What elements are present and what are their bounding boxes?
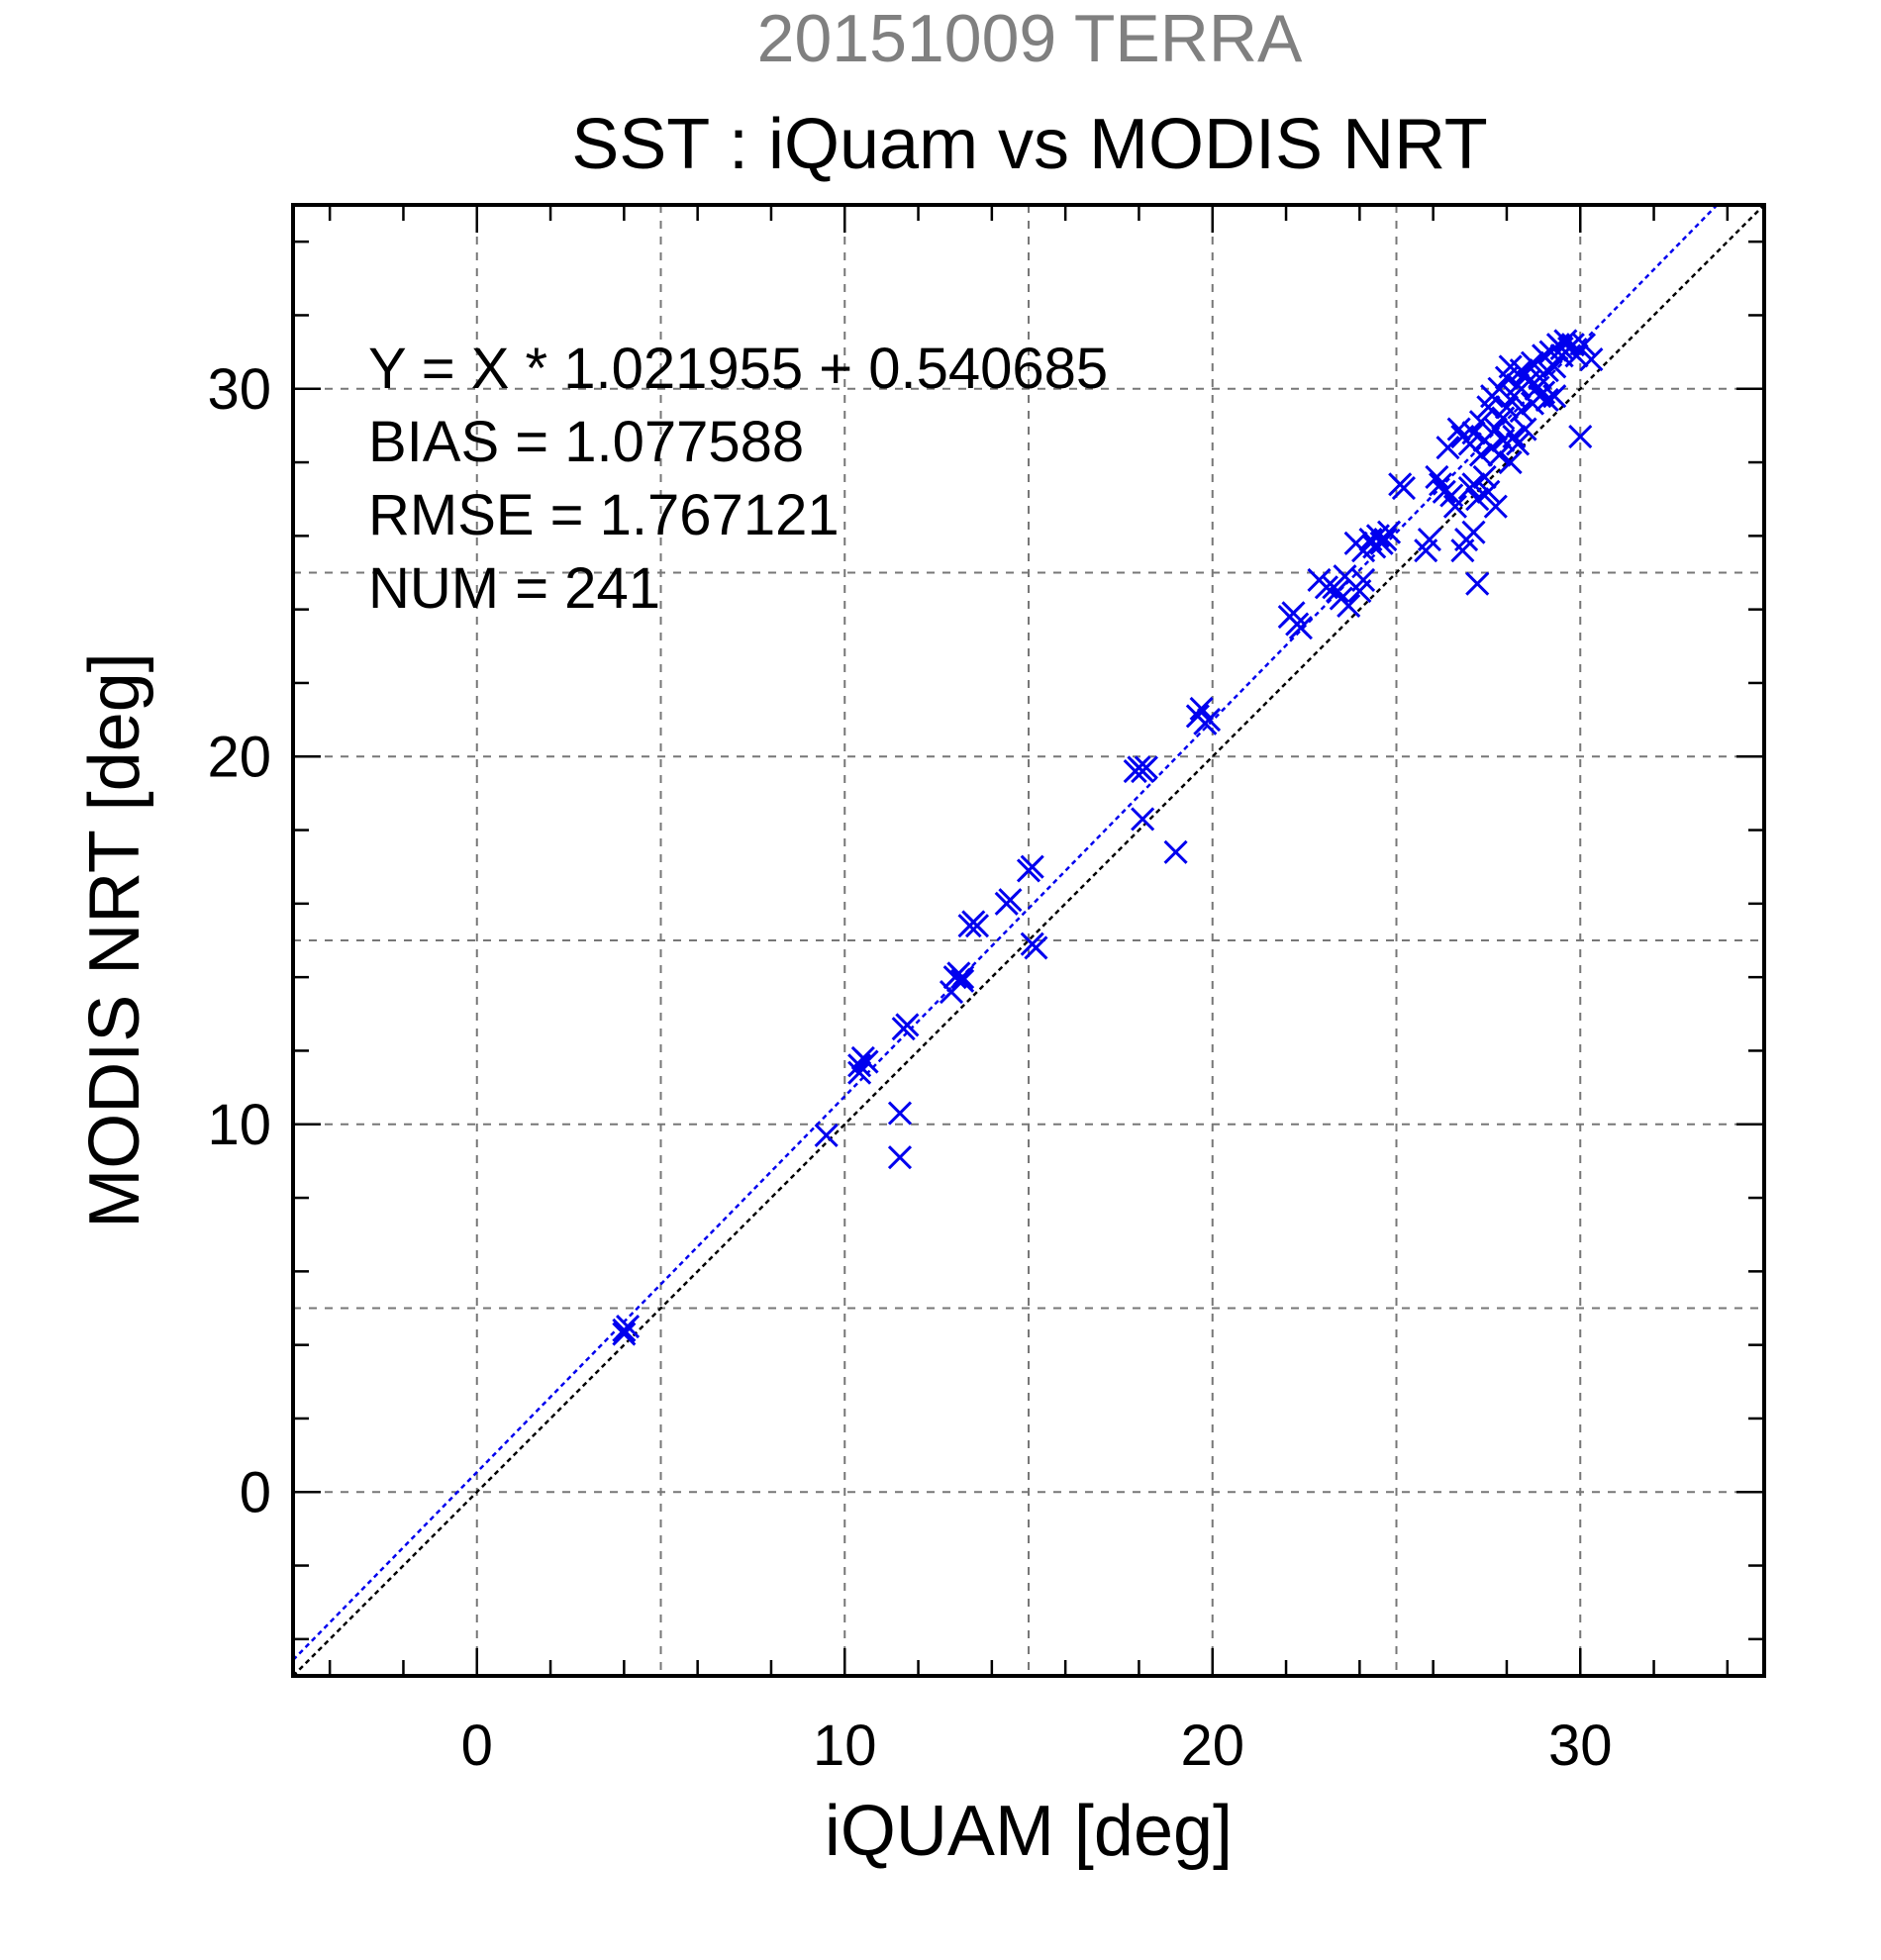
- data-point: [1509, 398, 1534, 424]
- data-point: [887, 1145, 913, 1170]
- data-point: [1468, 410, 1494, 435]
- data-point: [1442, 494, 1468, 519]
- data-point: [1336, 593, 1361, 618]
- annotation-bias: BIAS = 1.077588: [368, 410, 804, 474]
- x-axis-label: iQUAM [deg]: [825, 1792, 1233, 1871]
- data-point: [1483, 494, 1508, 519]
- data-point: [1417, 528, 1442, 552]
- data-point: [1498, 449, 1523, 475]
- chart-subtitle: 20151009 TERRA: [757, 1, 1303, 76]
- data-point: [887, 1101, 913, 1126]
- data-point: [964, 914, 990, 938]
- data-point: [1472, 464, 1497, 489]
- x-tick-label: 10: [813, 1714, 877, 1778]
- x-tick-label: 30: [1548, 1714, 1613, 1778]
- annotation-rmse: RMSE = 1.767121: [368, 483, 840, 547]
- data-point: [1325, 579, 1350, 604]
- y-tick-label: 20: [207, 725, 271, 789]
- data-point: [1579, 346, 1604, 372]
- stats-annotations: Y = X * 1.021955 + 0.540685 BIAS = 1.077…: [368, 337, 1108, 621]
- y-tick-label: 30: [207, 357, 271, 422]
- data-point: [1163, 839, 1188, 864]
- data-point: [1506, 432, 1531, 456]
- grid: [293, 205, 1764, 1676]
- data-point: [1432, 479, 1456, 504]
- data-points: [612, 329, 1604, 1346]
- y-tick-label: 10: [207, 1093, 271, 1157]
- data-point: [1196, 708, 1222, 733]
- data-point: [854, 1049, 879, 1074]
- data-point: [1465, 571, 1490, 596]
- fit-line: [293, 205, 1720, 1661]
- annotation-num: NUM = 241: [368, 556, 660, 621]
- data-point: [998, 888, 1023, 913]
- data-point: [1513, 361, 1537, 386]
- data-point: [612, 1318, 637, 1342]
- x-tick-label: 20: [1180, 1714, 1244, 1778]
- data-point: [1534, 387, 1559, 412]
- data-point: [1513, 417, 1537, 441]
- data-point: [1350, 567, 1376, 592]
- data-point: [1487, 376, 1512, 401]
- data-point: [1020, 854, 1044, 879]
- data-point: [1461, 520, 1486, 544]
- data-point: [1520, 350, 1545, 375]
- x-tick-labels: 0 10 20 30: [461, 1714, 1613, 1778]
- data-point: [1542, 384, 1567, 409]
- plot-frame: [291, 203, 1766, 1678]
- data-point: [1461, 421, 1486, 445]
- data-point: [950, 968, 975, 993]
- data-point: [1571, 333, 1597, 357]
- data-point: [1134, 755, 1158, 780]
- data-point: [1391, 475, 1416, 501]
- data-point: [1542, 354, 1567, 379]
- data-point: [1425, 464, 1449, 489]
- data-point: [612, 1322, 637, 1346]
- chart-title: SST : iQuam vs MODIS NRT: [571, 105, 1488, 184]
- data-point: [1024, 935, 1048, 960]
- data-point: [1502, 424, 1527, 449]
- data-point: [1553, 329, 1578, 353]
- reference-lines: [293, 205, 1764, 1676]
- data-point: [1564, 343, 1589, 368]
- data-point: [1483, 417, 1508, 441]
- data-point: [895, 1013, 920, 1037]
- y-axis-label: MODIS NRT [deg]: [75, 652, 154, 1228]
- data-point: [1436, 436, 1460, 460]
- data-point: [1461, 472, 1486, 497]
- axis-ticks: [293, 205, 1764, 1676]
- data-point: [847, 1053, 872, 1078]
- data-point: [1476, 479, 1501, 504]
- data-point: [950, 965, 975, 990]
- data-point: [1131, 807, 1155, 832]
- data-point: [847, 1060, 872, 1085]
- annotation-fit-equation: Y = X * 1.021955 + 0.540685: [368, 337, 1108, 401]
- data-point: [1468, 442, 1494, 467]
- data-point: [1373, 528, 1398, 552]
- data-point: [1568, 424, 1593, 449]
- data-point: [1288, 616, 1313, 640]
- data-point: [814, 1123, 839, 1147]
- data-point: [1446, 417, 1471, 441]
- y-tick-labels: 0 10 20 30: [207, 357, 271, 1525]
- data-point: [1494, 395, 1520, 420]
- data-point: [1487, 442, 1512, 467]
- data-point: [1377, 520, 1402, 544]
- data-point: [1465, 487, 1490, 512]
- x-tick-label: 0: [461, 1714, 493, 1778]
- y-tick-label: 0: [240, 1460, 271, 1524]
- data-point: [1189, 696, 1214, 722]
